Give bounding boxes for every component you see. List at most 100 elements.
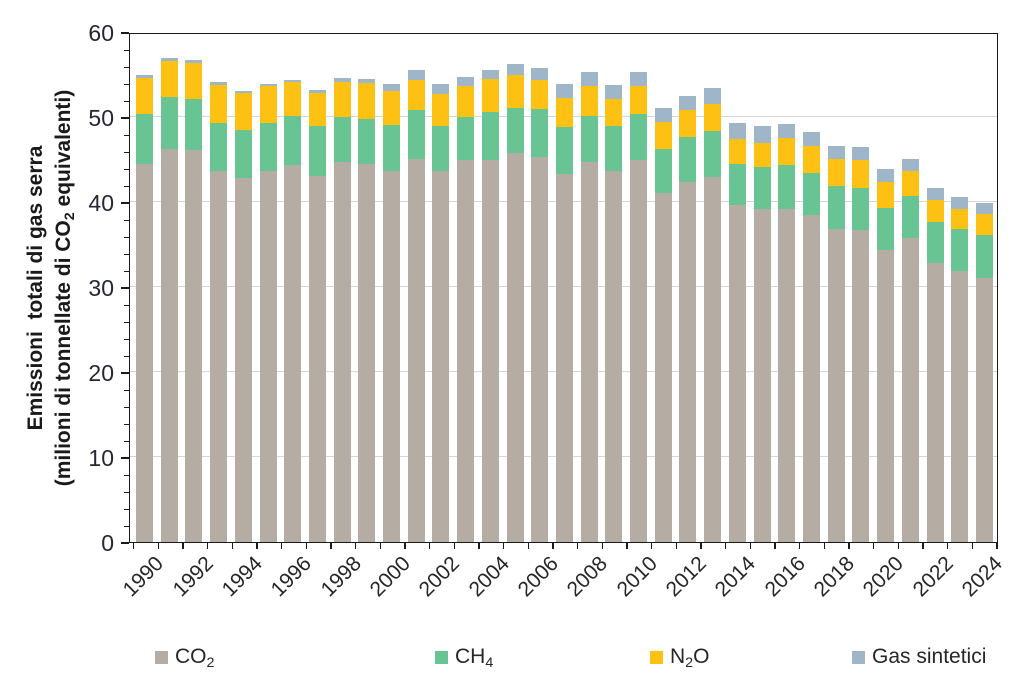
- x-tick-4: [231, 543, 233, 549]
- bar-2004-gas-sintetici: [481, 70, 499, 79]
- y-tick-label-40: 40: [88, 190, 114, 216]
- bar-2006-gas-sintetici: [531, 67, 549, 80]
- legend-swatch-ch4: [435, 650, 448, 664]
- bar-2006-co2: [531, 156, 549, 542]
- x-tick-0: [132, 543, 135, 549]
- bar-2013: [704, 88, 722, 542]
- bar-2017-n2o: [802, 145, 820, 174]
- bar-2006-n2o: [531, 79, 549, 110]
- bar-2000-gas-sintetici: [383, 83, 401, 91]
- bar-2017-gas-sintetici: [802, 132, 820, 146]
- bar-1998-co2: [333, 162, 351, 542]
- x-tick-17: [552, 543, 554, 549]
- bar-2010: [630, 71, 648, 542]
- bar-2024-gas-sintetici: [975, 202, 993, 214]
- x-tick-12: [428, 543, 431, 549]
- bar-1996-co2: [284, 165, 302, 542]
- bar-2001: [407, 70, 425, 542]
- x-tick-35: [996, 543, 998, 549]
- bar-2017-ch4: [802, 173, 820, 215]
- bar-1990-ch4: [136, 113, 153, 164]
- bar-1992-ch4: [185, 99, 203, 151]
- y-tick-4: [124, 508, 129, 510]
- y-tick-label-30: 30: [88, 275, 114, 301]
- legend-label-co2: CO2: [175, 645, 215, 671]
- bar-2011: [654, 107, 672, 542]
- bar-1993-n2o: [210, 84, 228, 123]
- bar-1996-ch4: [284, 116, 302, 166]
- x-tick-label-text: 1998: [316, 552, 366, 602]
- x-tick-6: [280, 543, 283, 549]
- bar-1999-n2o: [358, 83, 376, 119]
- bar-2011-co2: [654, 192, 672, 542]
- x-tick-33: [946, 543, 949, 549]
- y-tick-32: [124, 270, 129, 272]
- bar-2023-co2: [951, 270, 969, 542]
- bar-2012-n2o: [679, 110, 697, 138]
- bar-1998: [333, 77, 351, 542]
- y-tick-8: [124, 474, 129, 476]
- bar-2018-gas-sintetici: [827, 145, 845, 159]
- x-tick-32: [922, 543, 924, 549]
- x-tick-27: [798, 543, 801, 549]
- bar-2004-co2: [481, 159, 499, 542]
- bar-2013-gas-sintetici: [704, 88, 722, 105]
- x-tick-15: [502, 543, 505, 549]
- bar-1991-ch4: [160, 96, 178, 150]
- bar-2008-gas-sintetici: [580, 71, 598, 87]
- bar-1993: [210, 82, 228, 542]
- x-tick-label-text: 2022: [908, 552, 958, 602]
- bar-2005-ch4: [506, 107, 524, 153]
- x-tick-label-text: 2010: [612, 552, 662, 602]
- bar-2009-ch4: [605, 126, 623, 172]
- legend-swatch-gas-sintetici: [852, 650, 865, 664]
- y-tick-38: [124, 219, 129, 221]
- y-tick-10: [121, 457, 129, 459]
- x-tick-label-text: 2020: [859, 552, 909, 602]
- x-tick-18: [576, 543, 579, 549]
- bar-2002-ch4: [432, 125, 450, 172]
- legend-swatch-co2: [155, 650, 168, 664]
- bar-2012-ch4: [679, 137, 697, 183]
- y-tick-6: [124, 491, 129, 493]
- x-tick-label-text: 2014: [711, 552, 761, 602]
- bar-2021-gas-sintetici: [901, 158, 919, 172]
- bar-1997-n2o: [308, 93, 326, 127]
- bar-2010-n2o: [630, 85, 648, 114]
- x-tick-13: [453, 543, 456, 549]
- bar-1999-ch4: [358, 118, 376, 164]
- bar-2016-ch4: [778, 164, 796, 209]
- bar-2010-co2: [630, 160, 648, 542]
- bar-2011-gas-sintetici: [654, 107, 672, 123]
- bar-2019-gas-sintetici: [852, 146, 870, 161]
- bar-2020-ch4: [877, 207, 895, 251]
- bar-2007-ch4: [555, 127, 573, 174]
- bar-2021-n2o: [901, 171, 919, 197]
- bar-2011-ch4: [654, 149, 672, 193]
- bar-2012: [679, 95, 697, 542]
- bar-1991: [160, 58, 178, 542]
- bar-1994-gas-sintetici: [234, 90, 252, 94]
- x-tick-29: [848, 543, 850, 549]
- legend-item-co2: CO2: [155, 645, 215, 671]
- bar-2018-n2o: [827, 158, 845, 186]
- bar-1996-n2o: [284, 82, 302, 117]
- bar-2019-n2o: [852, 160, 870, 189]
- bar-2005-n2o: [506, 75, 524, 108]
- bar-2014: [728, 122, 746, 542]
- y-tick-label-60: 60: [88, 20, 114, 46]
- y-tick-16: [124, 406, 129, 408]
- y-tick-58: [124, 49, 129, 51]
- bar-1993-gas-sintetici: [210, 82, 228, 85]
- bar-2017-co2: [802, 214, 820, 542]
- x-tick-34: [971, 543, 974, 549]
- bar-2021-ch4: [901, 196, 919, 238]
- x-tick-label-text: 1992: [168, 552, 218, 602]
- bar-2007-co2: [555, 173, 573, 542]
- bar-2004: [481, 70, 499, 542]
- y-tick-54: [124, 83, 129, 85]
- bar-2009-gas-sintetici: [605, 84, 623, 100]
- y-tick-12: [124, 440, 129, 442]
- bar-2020: [877, 168, 895, 542]
- y-tick-34: [124, 253, 129, 255]
